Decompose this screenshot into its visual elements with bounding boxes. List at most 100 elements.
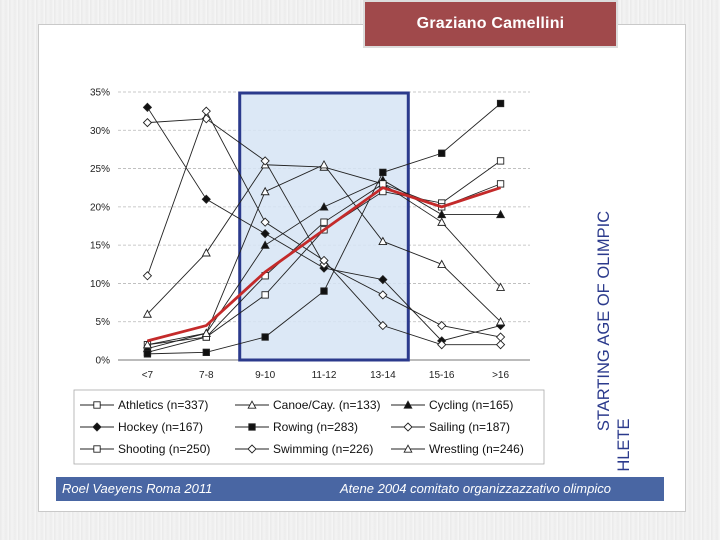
data-point	[202, 348, 210, 356]
data-point	[201, 248, 211, 257]
x-tick-label: >16	[492, 370, 509, 381]
x-tick-label: 7-8	[199, 370, 214, 381]
x-tick-label: 13-14	[370, 370, 396, 381]
data-point	[260, 240, 270, 249]
x-tick-label: 9-10	[255, 370, 275, 381]
legend-item: Athletics (n=337)	[80, 398, 208, 412]
data-point	[201, 328, 211, 337]
axis-labels: 0% 5% 10% 15% 20% 25% 30% 35% <7 7-8 9-10 11-12 13-1…	[90, 88, 510, 382]
y-tick-label: 20%	[90, 202, 110, 213]
legend-label: Sailing (n=187)	[429, 420, 510, 434]
header-title: Graziano Camellini	[416, 15, 565, 32]
mean-series	[147, 186, 502, 343]
x-tick-label: 11-12	[312, 370, 337, 381]
data-point	[378, 274, 388, 285]
legend-label: Rowing (n=283)	[273, 420, 358, 434]
footer-source: Atene 2004 comitato organizzazzativo oli…	[340, 481, 611, 496]
side-title-line-2: ATHLETE	[615, 418, 633, 472]
data-point	[496, 209, 506, 219]
legend-item: Wrestling (n=246)	[391, 442, 524, 456]
data-point	[496, 180, 505, 188]
legend-item: Shooting (n=250)	[80, 442, 210, 456]
data-point	[93, 401, 101, 409]
legend-item: Rowing (n=283)	[235, 420, 358, 434]
data-point	[320, 287, 328, 295]
data-point	[248, 423, 256, 431]
data-point	[261, 291, 269, 299]
legend: Athletics (n=337) Canoe/Cay. (n=133) Cycli…	[73, 389, 545, 465]
data-point	[437, 320, 447, 331]
data-point	[142, 271, 153, 281]
y-tick-label: 15%	[90, 241, 110, 252]
series-5	[143, 99, 505, 358]
footer-bar	[56, 477, 664, 501]
data-point	[438, 149, 446, 157]
legend-label: Swimming (n=226)	[273, 442, 373, 456]
data-point	[142, 102, 153, 112]
side-title: STARTING AGE OF OLIMPIC ATHLETE	[595, 211, 633, 472]
legend-item: Hockey (n=167)	[80, 420, 203, 434]
legend-label: Wrestling (n=246)	[429, 442, 524, 456]
y-tick-label: 0%	[96, 356, 111, 367]
y-tick-label: 10%	[90, 279, 110, 290]
data-point	[92, 422, 102, 432]
data-point	[142, 339, 152, 349]
data-point	[495, 332, 506, 342]
chart: 0% 5% 10% 15% 20% 25% 30% 35% <7 7-8 9-10 11-12 13-1…	[73, 88, 545, 465]
data-point	[260, 186, 270, 196]
data-point	[496, 99, 505, 108]
data-point	[496, 157, 505, 165]
data-point	[437, 217, 447, 226]
data-point	[260, 156, 270, 166]
legend-item: Canoe/Cay. (n=133)	[235, 398, 381, 412]
data-point	[319, 159, 329, 169]
data-point	[201, 194, 211, 204]
legend-label: Canoe/Cay. (n=133)	[273, 398, 381, 412]
mean-line	[147, 186, 502, 343]
data-point	[379, 168, 387, 177]
data-point	[437, 209, 447, 219]
data-point	[378, 290, 388, 300]
x-tick-label: <7	[142, 370, 154, 381]
y-tick-label: 30%	[90, 126, 110, 137]
data-point	[247, 400, 257, 409]
title-tab: Graziano Camellini	[363, 0, 618, 48]
data-point	[403, 400, 413, 409]
data-point	[142, 309, 152, 318]
data-point	[319, 255, 329, 266]
data-point	[403, 422, 413, 432]
data-point	[379, 180, 387, 188]
side-title-line-1: STARTING AGE OF OLIMPIC	[595, 211, 613, 431]
data-point	[260, 217, 270, 227]
data-point	[142, 117, 153, 128]
legend-label: Shooting (n=250)	[118, 442, 210, 456]
x-tick-label: 15-16	[429, 370, 455, 381]
data-point	[496, 316, 506, 326]
data-point	[261, 333, 269, 341]
legend-label: Cycling (n=165)	[429, 398, 513, 412]
y-tick-label: 25%	[90, 164, 110, 175]
legend-item: Cycling (n=165)	[391, 398, 513, 412]
data-point	[247, 444, 257, 454]
data-point	[495, 340, 506, 350]
legend-item: Swimming (n=226)	[235, 442, 373, 456]
legend-label: Hockey (n=167)	[118, 420, 203, 434]
data-point	[496, 282, 506, 291]
series-group	[142, 99, 506, 358]
series-8	[142, 106, 506, 350]
data-point	[378, 320, 388, 331]
footer-author: Roel Vaeyens Roma 2011	[62, 481, 213, 496]
legend-item: Sailing (n=187)	[391, 420, 510, 434]
data-point	[143, 350, 152, 358]
y-tick-label: 35%	[90, 88, 110, 99]
y-tick-label: 5%	[96, 317, 111, 328]
data-point	[403, 444, 413, 453]
data-point	[319, 202, 329, 211]
data-point	[93, 445, 101, 453]
data-point	[201, 106, 211, 116]
data-point	[260, 229, 270, 239]
series-9	[142, 159, 506, 349]
data-point	[320, 218, 328, 226]
legend-box	[73, 389, 545, 465]
data-point	[437, 340, 447, 350]
